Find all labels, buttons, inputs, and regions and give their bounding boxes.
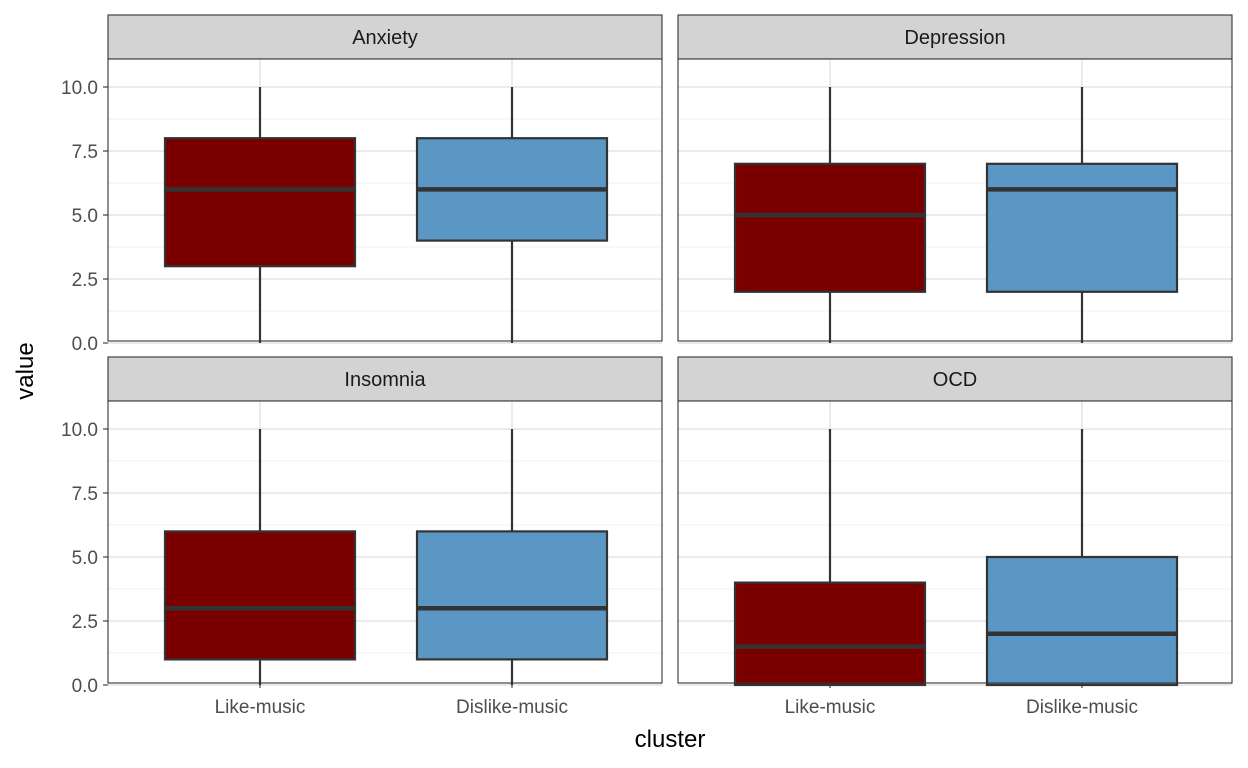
- box-iqr: [415, 530, 609, 661]
- facet-panels: Anxiety 0.0 2.5 5.0 7.5 10.0 Depression Insomni…: [61, 14, 1233, 718]
- facet-panel-anxiety: Anxiety 0.0 2.5 5.0 7.5 10.0: [61, 14, 663, 355]
- box-iqr: [163, 530, 357, 661]
- facet-strip: [677, 356, 1233, 402]
- x-tick-label: Like-music: [785, 697, 876, 718]
- facet-strip: [107, 14, 663, 60]
- panel-border: [107, 400, 663, 684]
- y-tick-label: 0.0: [72, 334, 98, 355]
- facet-panel-insomnia: Insomnia 0.0 2.5 5.0 7.5 10.0 Like-music Dislik…: [61, 356, 663, 718]
- facet-strip: [677, 14, 1233, 60]
- boxplot-like-music: [163, 429, 357, 685]
- y-tick-label: 5.0: [72, 206, 98, 227]
- x-tick-label: Dislike-music: [1026, 697, 1138, 718]
- box-iqr: [985, 555, 1179, 687]
- box-iqr: [985, 162, 1179, 293]
- x-tick-label: Dislike-music: [456, 697, 568, 718]
- y-tick-label: 10.0: [61, 420, 98, 441]
- y-tick-label: 7.5: [72, 484, 98, 505]
- facet-panel-ocd: OCD Like-music Dislike-music: [677, 356, 1233, 718]
- panel-border: [677, 400, 1233, 684]
- y-tick-label: 5.0: [72, 548, 98, 569]
- facet-strip-label: Depression: [904, 27, 1005, 49]
- facet-strip: [107, 356, 663, 402]
- boxplot-like-music: [733, 87, 927, 343]
- y-tick-label: 2.5: [72, 270, 98, 291]
- facet-strip-label: Anxiety: [352, 27, 418, 49]
- boxplot-dislike-music: [985, 87, 1179, 343]
- boxplot-dislike-music: [415, 87, 609, 343]
- y-tick-label: 7.5: [72, 142, 98, 163]
- boxplot-dislike-music: [415, 429, 609, 685]
- x-tick-label: Like-music: [215, 697, 306, 718]
- facet-panel-depression: Depression: [677, 14, 1233, 344]
- box-iqr: [163, 137, 357, 268]
- boxplot-like-music: [733, 429, 927, 687]
- facet-strip-label: Insomnia: [344, 369, 426, 391]
- box-iqr: [733, 581, 927, 687]
- panel-border: [107, 58, 663, 342]
- x-axis-title: cluster: [635, 726, 706, 753]
- box-iqr: [733, 162, 927, 293]
- y-tick-label: 10.0: [61, 78, 98, 99]
- boxplot-like-music: [163, 87, 357, 343]
- facet-strip-label: OCD: [933, 369, 977, 391]
- y-axis-title: value: [12, 342, 39, 399]
- panel-border: [677, 58, 1233, 342]
- y-tick-label: 0.0: [72, 676, 98, 697]
- y-tick-label: 2.5: [72, 612, 98, 633]
